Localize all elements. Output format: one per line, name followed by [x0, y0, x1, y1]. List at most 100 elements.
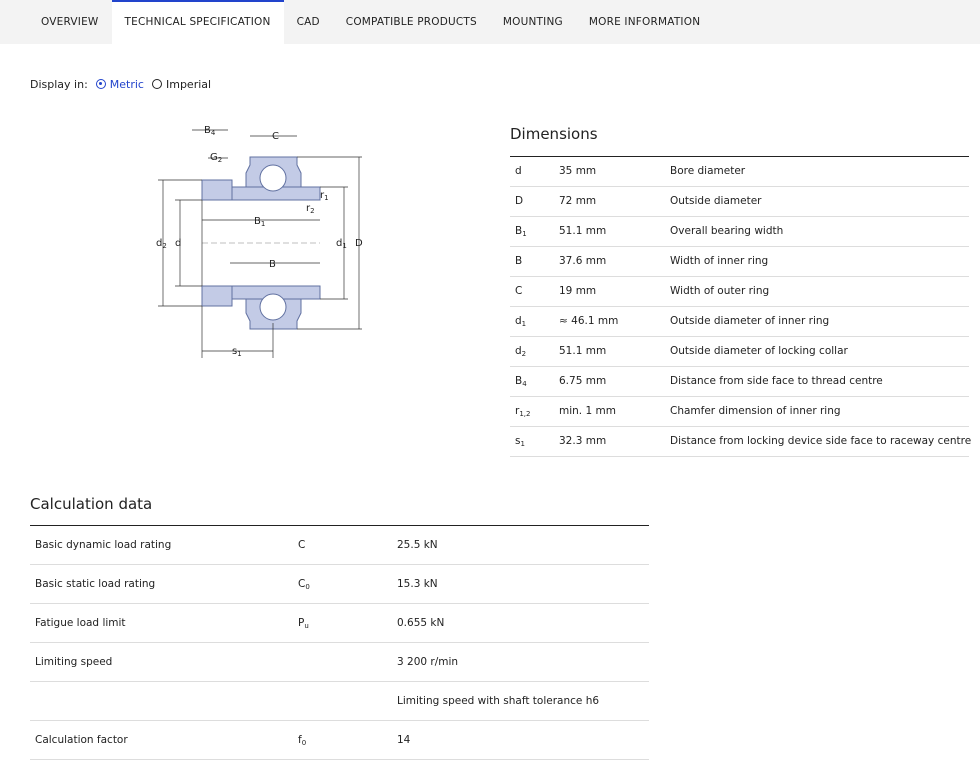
symbol-base: G — [210, 152, 218, 163]
dimension-lines — [158, 129, 362, 358]
dimension-row: s1 32.3 mm Distance from locking device si… — [510, 427, 972, 457]
symbol-subscript: 0 — [305, 583, 310, 591]
dimension-value: 72 mm — [559, 195, 597, 207]
dimension-symbol: B4 — [515, 375, 527, 388]
symbol-subscript: 1 — [324, 194, 328, 202]
dimension-row: B4 6.75 mm Distance from side face to thre… — [510, 367, 969, 397]
calculation-value: 14 — [397, 734, 411, 746]
tab[interactable]: OVERVIEW — [41, 16, 99, 28]
dimension-description: Distance from side face to thread centre — [670, 375, 883, 387]
symbol-subscript: 4 — [211, 129, 216, 137]
diagram-label: G2 — [210, 152, 222, 164]
symbol-subscript: 1 — [261, 220, 265, 228]
dimension-description: Distance from locking device side face t… — [670, 435, 972, 447]
calculation-symbol: C — [298, 539, 305, 551]
symbol-base: d — [515, 315, 522, 327]
dimension-value: 32.3 mm — [559, 435, 607, 447]
tab[interactable]: MORE INFORMATION — [588, 16, 701, 28]
dimension-description: Overall bearing width — [670, 225, 784, 237]
diagram-label: D — [355, 238, 363, 249]
calculation-symbol: C0 — [298, 578, 310, 591]
symbol-base: D — [515, 195, 524, 207]
dimension-row: r1,2 min. 1 mm Chamfer dimension of inner … — [510, 397, 969, 427]
symbol-subscript: 2 — [162, 242, 166, 250]
symbol-base: B — [204, 125, 211, 136]
calculation-label: Fatigue load limit — [35, 617, 126, 629]
symbol-base: B — [515, 375, 523, 387]
diagram-label: B1 — [254, 216, 265, 228]
symbol-base: B — [515, 255, 523, 267]
calculation-symbol: f0 — [298, 734, 306, 747]
radio-option[interactable]: Imperial — [151, 77, 212, 91]
symbol-base: B — [269, 259, 276, 270]
dimension-symbol: d2 — [515, 345, 526, 358]
symbol-subscript: 1,2 — [519, 410, 531, 418]
calculation-row: Basic static load rating C0 15.3 kN — [30, 565, 649, 604]
dimension-description: Outside diameter — [670, 195, 762, 207]
radio-button — [95, 79, 106, 89]
calculation-value: 25.5 kN — [397, 539, 438, 551]
dimension-row: d1 ≈ 46.1 mm Outside diameter of inner rin… — [510, 307, 969, 337]
symbol-base: d — [336, 238, 342, 249]
symbol-base: d — [175, 238, 181, 249]
dimension-value: 35 mm — [559, 165, 597, 177]
diagram-label: d — [175, 238, 181, 249]
diagram-label: s1 — [232, 346, 242, 358]
calculation-label: Basic static load rating — [35, 578, 156, 590]
symbol-subscript: 0 — [301, 739, 307, 747]
symbol-base: s — [515, 435, 521, 447]
radio-button — [151, 79, 162, 89]
dimension-description: Bore diameter — [670, 165, 746, 177]
dimension-symbol: d1 — [515, 315, 526, 328]
dimension-description: Width of inner ring — [670, 255, 769, 267]
display-toggle: Display in: Metric Imperial — [30, 76, 211, 92]
radio-option[interactable]: Metric — [95, 77, 144, 91]
diagram-label: B4 — [204, 125, 216, 137]
calculation-value: 0.655 kN — [397, 617, 445, 629]
drawing — [201, 156, 321, 330]
tab[interactable]: TECHNICAL SPECIFICATION — [111, 0, 284, 44]
calculation-row: Calculation factor f0 14 — [30, 721, 649, 760]
symbol-subscript: 1 — [522, 230, 527, 238]
dimensions-title: Dimensions — [510, 125, 598, 143]
dimension-description: Chamfer dimension of inner ring — [670, 405, 841, 417]
symbol-subscript: 2 — [521, 350, 527, 358]
dimension-row: C 19 mm Width of outer ring — [510, 277, 969, 307]
symbol-base: d — [515, 165, 522, 177]
symbol-base: d — [156, 238, 162, 249]
tab[interactable]: COMPATIBLE PRODUCTS — [345, 16, 477, 28]
radio-label: Imperial — [165, 77, 212, 91]
dimension-symbol: d — [515, 165, 522, 177]
symbol-base: B — [254, 216, 261, 227]
tab-bar: OVERVIEW TECHNICAL SPECIFICATION CAD COMPAT… — [0, 0, 980, 44]
radio-label: Metric — [109, 77, 144, 91]
dimension-symbol: B — [515, 255, 522, 267]
dimension-value: 51.1 mm — [559, 345, 607, 357]
tab[interactable]: CAD — [296, 16, 320, 28]
symbol-subscript: 1 — [342, 242, 346, 250]
dimensions-table: d 35 mm Bore diameter D 72 mm Outside diamete… — [510, 156, 972, 457]
dimension-symbol: D — [515, 195, 523, 207]
calculation-symbol: Pu — [298, 617, 309, 630]
symbol-base: D — [355, 238, 363, 249]
symbol-base: f — [298, 734, 302, 746]
diagram-label: B — [269, 259, 276, 270]
calculation-row: Basic dynamic load rating C 25.5 kN — [30, 526, 649, 565]
dimension-value: 6.75 mm — [559, 375, 607, 387]
calculation-label: Limiting speed — [35, 656, 113, 668]
symbol-subscript: 2 — [218, 156, 222, 164]
calculation-value: 3 200 r/min — [397, 656, 459, 668]
diagram-label: d1 — [336, 238, 347, 250]
tab[interactable]: MOUNTING — [502, 16, 563, 28]
dimension-symbol: B1 — [515, 225, 527, 238]
symbol-base: d — [515, 345, 522, 357]
symbol-base: C — [298, 539, 306, 551]
symbol-base: r — [306, 203, 311, 214]
dimension-value: 19 mm — [559, 285, 597, 297]
dimension-value: ≈ 46.1 mm — [559, 315, 619, 327]
calculation-row: Fatigue load limit Pu 0.655 kN — [30, 604, 649, 643]
symbol-subscript: 1 — [237, 350, 241, 358]
